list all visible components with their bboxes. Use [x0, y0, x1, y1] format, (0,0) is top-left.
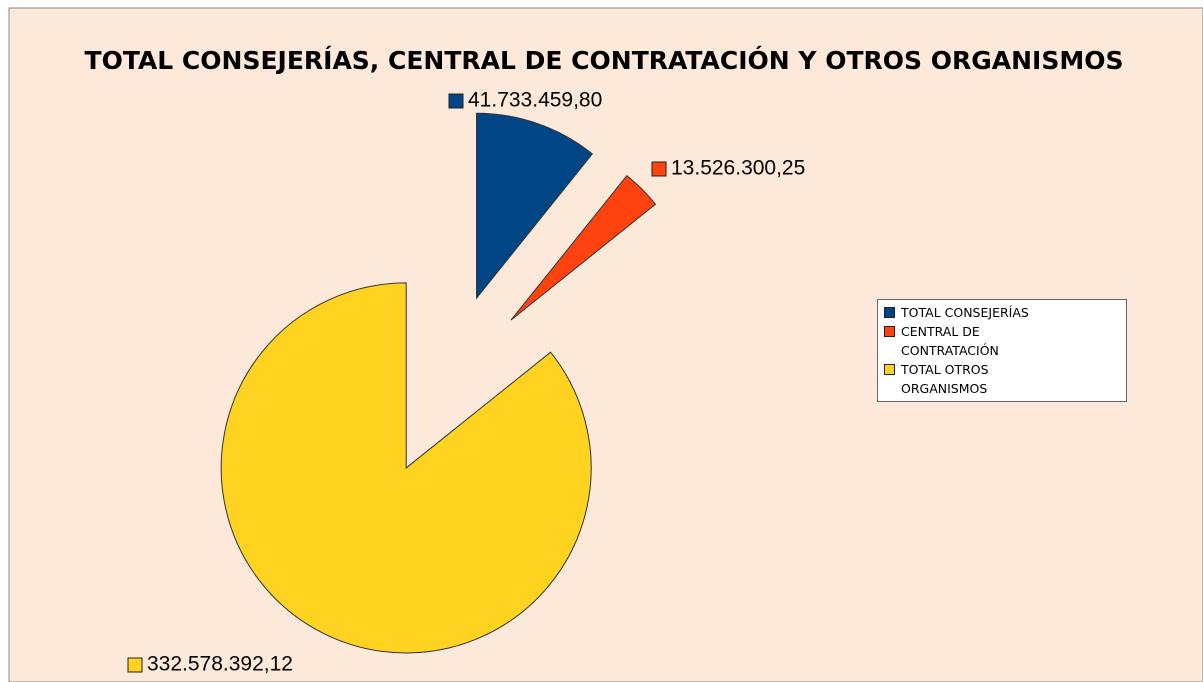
legend-swatch	[884, 326, 895, 337]
legend-label: TOTAL CONSEJERÍAS	[901, 305, 1029, 320]
legend-item: CENTRAL DE CONTRATACIÓN	[884, 322, 1120, 360]
chart-title: TOTAL CONSEJERÍAS, CENTRAL DE CONTRATACI…	[85, 45, 1124, 75]
legend-label: TOTAL OTROS ORGANISMOS	[901, 362, 989, 396]
label-swatch	[651, 161, 667, 177]
data-label: 332.578.392,12	[147, 653, 293, 676]
data-label: 13.526.300,25	[671, 157, 805, 180]
pie-slice	[476, 112, 593, 300]
label-swatch	[448, 93, 464, 109]
data-label: 41.733.459,80	[468, 89, 602, 112]
legend-swatch	[884, 364, 895, 375]
legend: TOTAL CONSEJERÍAS CENTRAL DE CONTRATACIÓN…	[877, 299, 1127, 402]
pie-slice	[510, 174, 657, 321]
pie-slice	[220, 282, 592, 654]
legend-item: TOTAL OTROS ORGANISMOS	[884, 360, 1120, 398]
label-swatch	[127, 657, 143, 673]
legend-item: TOTAL CONSEJERÍAS	[884, 303, 1120, 322]
legend-label: CENTRAL DE CONTRATACIÓN	[901, 324, 999, 358]
legend-swatch	[884, 307, 895, 318]
